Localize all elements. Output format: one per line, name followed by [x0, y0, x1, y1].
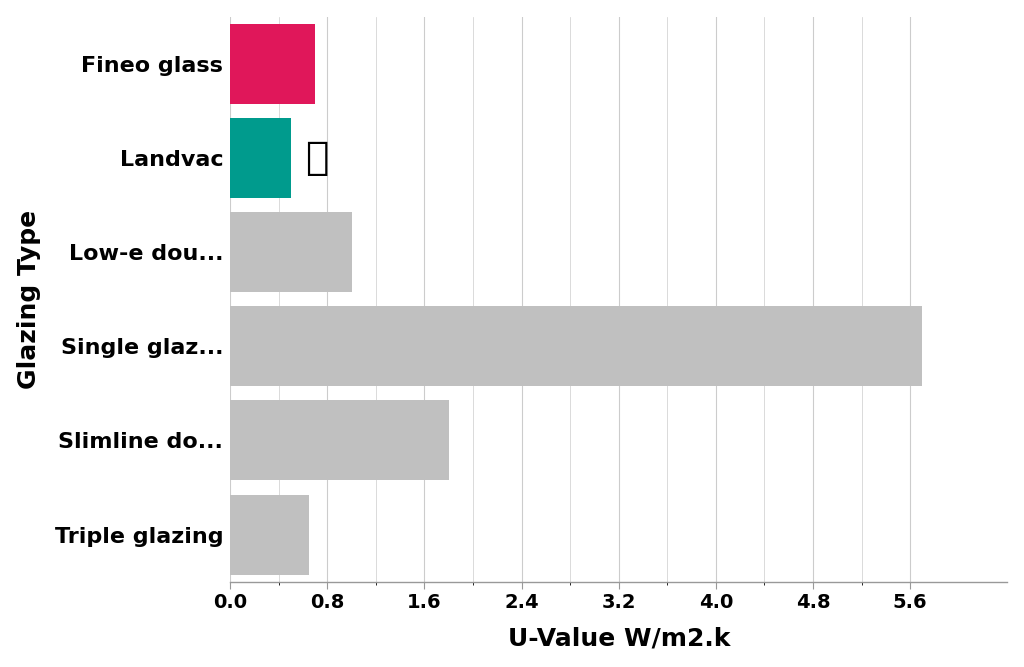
X-axis label: U-Value W/m2.k: U-Value W/m2.k: [508, 626, 730, 650]
Y-axis label: Glazing Type: Glazing Type: [16, 209, 41, 389]
Bar: [230, 306, 923, 386]
Bar: [230, 494, 309, 574]
Bar: [230, 400, 449, 480]
Bar: [230, 24, 315, 104]
Bar: [230, 212, 351, 292]
Text: 🏆: 🏆: [305, 139, 329, 177]
Bar: [230, 118, 291, 198]
